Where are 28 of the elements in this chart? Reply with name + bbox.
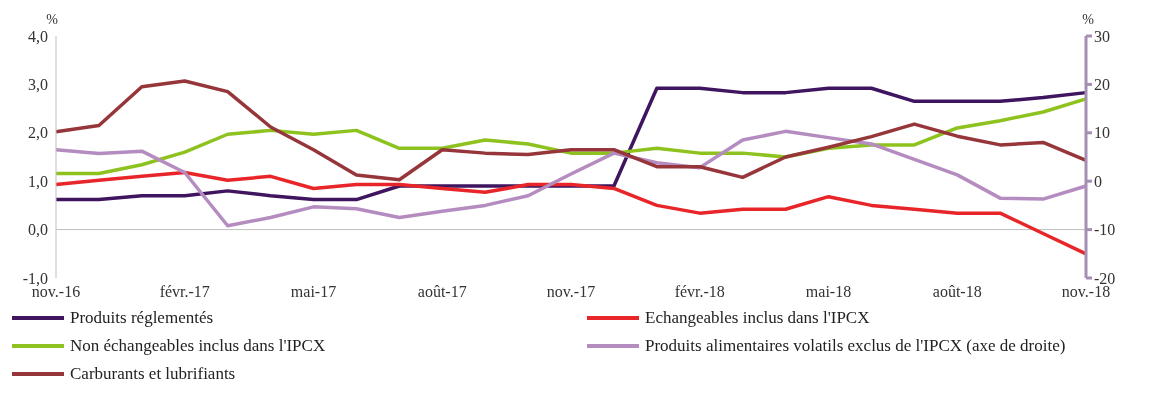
x-tick-label: févr.-18 xyxy=(674,283,725,301)
y-tick-label: 1,0 xyxy=(28,172,48,190)
x-tick-label: août-17 xyxy=(417,283,467,301)
legend-label: Echangeables inclus dans l'IPCX xyxy=(645,308,870,328)
y2-axis-title: % xyxy=(1082,12,1095,27)
y-tick-label: 4,0 xyxy=(28,27,48,45)
legend-label: Carburants et lubrifiants xyxy=(70,364,236,384)
x-tick-label: mai-18 xyxy=(805,283,852,301)
y2-tick-label: 30 xyxy=(1094,27,1110,45)
line-series xyxy=(54,170,1088,256)
legend-label: Non échangeables inclus dans l'IPCX xyxy=(70,336,326,356)
y-tick-label: 2,0 xyxy=(28,124,48,142)
x-tick-label: févr.-17 xyxy=(159,283,210,301)
x-tick-label: mai-17 xyxy=(290,283,337,301)
y2-tick-label: 10 xyxy=(1094,124,1110,142)
y2-tick-label: 20 xyxy=(1094,76,1110,94)
y-tick-label: 3,0 xyxy=(28,76,48,94)
x-tick-label: août-18 xyxy=(932,283,982,301)
legend-label: Produits réglementés xyxy=(70,308,214,328)
legend-label: Produits alimentaires volatils exclus de l'IPCX (axe de droite) xyxy=(645,336,1066,356)
y2-tick-label: -10 xyxy=(1094,221,1116,239)
line-series xyxy=(54,129,1088,228)
y-tick-label: 0,0 xyxy=(28,221,48,239)
y-axis-title: % xyxy=(46,12,59,27)
line-series xyxy=(54,79,1088,182)
y-tick-label: -1,0 xyxy=(22,269,48,287)
x-tick-label: nov.-17 xyxy=(546,283,596,301)
y2-tick-label: 0 xyxy=(1094,172,1102,190)
